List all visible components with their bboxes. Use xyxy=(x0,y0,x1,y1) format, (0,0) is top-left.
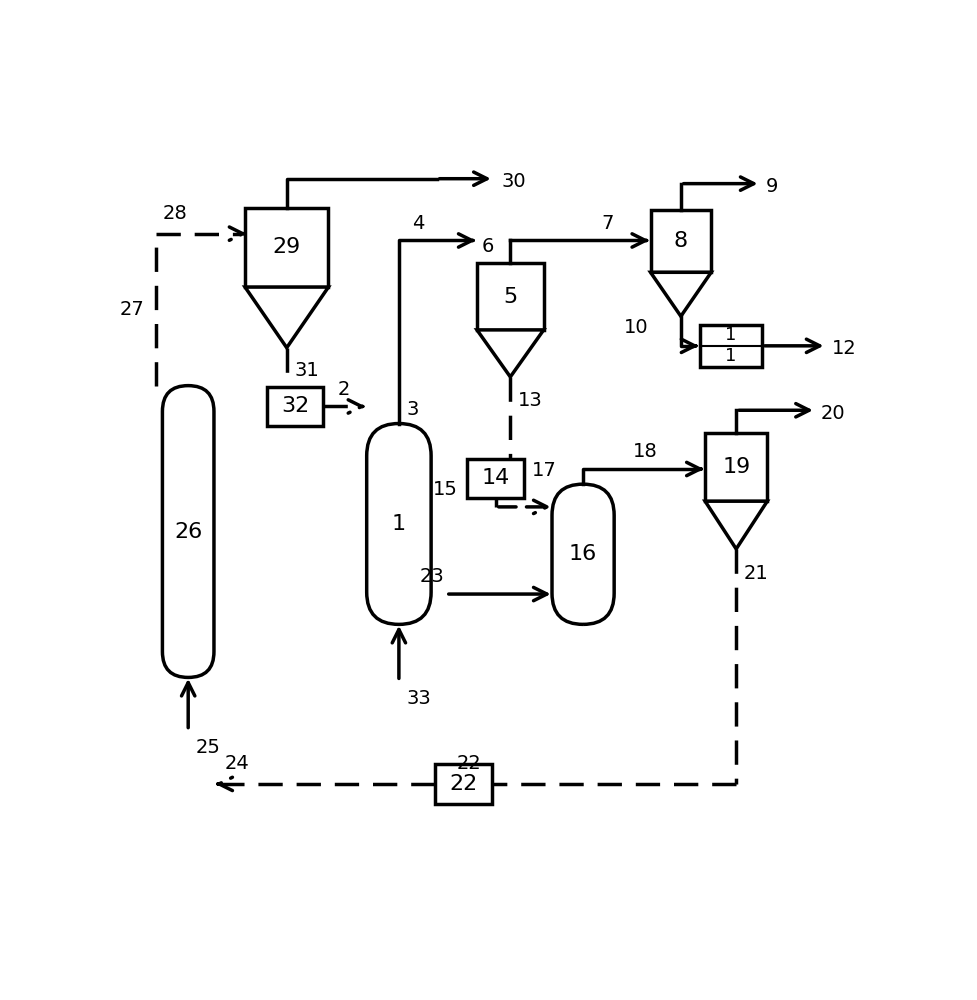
Polygon shape xyxy=(477,330,543,377)
Text: 6: 6 xyxy=(481,237,493,256)
Text: 19: 19 xyxy=(721,457,749,477)
Text: 1: 1 xyxy=(392,514,405,534)
Text: 33: 33 xyxy=(406,689,431,708)
Text: 27: 27 xyxy=(119,300,145,319)
Text: 25: 25 xyxy=(195,738,221,757)
Text: 22: 22 xyxy=(456,754,482,773)
Text: 1: 1 xyxy=(725,347,736,365)
Text: 31: 31 xyxy=(294,361,319,380)
Text: 14: 14 xyxy=(482,468,510,488)
Polygon shape xyxy=(704,501,767,549)
Text: 15: 15 xyxy=(433,480,457,499)
Text: 21: 21 xyxy=(743,564,768,583)
Text: 4: 4 xyxy=(412,214,424,233)
Text: 5: 5 xyxy=(503,287,517,307)
Bar xyxy=(700,325,761,367)
Polygon shape xyxy=(650,272,710,316)
FancyBboxPatch shape xyxy=(162,386,214,677)
Text: 1: 1 xyxy=(725,326,736,344)
Text: 3: 3 xyxy=(406,400,418,419)
Text: 16: 16 xyxy=(569,544,597,564)
Text: 29: 29 xyxy=(273,237,301,257)
FancyBboxPatch shape xyxy=(551,484,614,624)
Text: 17: 17 xyxy=(531,461,556,480)
Text: 8: 8 xyxy=(673,231,687,251)
Text: 9: 9 xyxy=(765,177,778,196)
Text: 2: 2 xyxy=(337,380,349,399)
Bar xyxy=(467,459,524,498)
Text: 13: 13 xyxy=(518,391,542,410)
Text: 28: 28 xyxy=(162,204,187,223)
Text: 32: 32 xyxy=(280,396,309,416)
FancyBboxPatch shape xyxy=(366,424,431,624)
Bar xyxy=(267,387,323,426)
Bar xyxy=(477,263,543,330)
Text: 12: 12 xyxy=(830,339,856,358)
Bar xyxy=(245,208,328,287)
Text: 23: 23 xyxy=(419,567,444,586)
Bar xyxy=(704,433,767,501)
Text: 20: 20 xyxy=(821,404,845,423)
Text: 18: 18 xyxy=(632,442,657,461)
Polygon shape xyxy=(245,287,328,348)
Text: 7: 7 xyxy=(601,214,613,233)
Text: 24: 24 xyxy=(225,754,249,773)
Text: 26: 26 xyxy=(174,522,202,542)
Bar xyxy=(650,210,710,272)
Text: 22: 22 xyxy=(448,774,477,794)
Text: 10: 10 xyxy=(623,318,648,337)
Text: 30: 30 xyxy=(501,172,526,191)
Bar xyxy=(435,764,491,804)
